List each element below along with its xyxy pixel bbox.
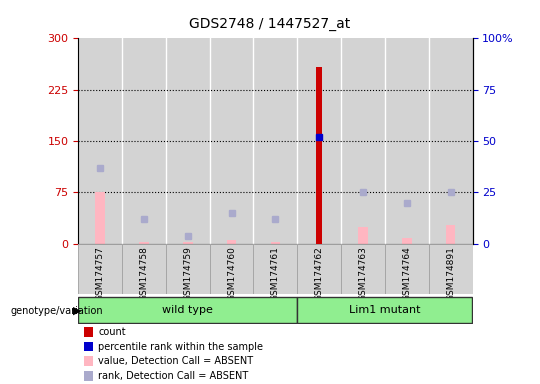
Text: GSM174760: GSM174760 <box>227 247 236 301</box>
Bar <box>358 227 368 244</box>
Bar <box>166 38 210 244</box>
Bar <box>183 242 193 244</box>
Text: wild type: wild type <box>163 305 213 315</box>
Bar <box>253 38 298 244</box>
Bar <box>78 244 122 294</box>
Bar <box>385 38 429 244</box>
Bar <box>78 244 122 294</box>
Bar <box>96 192 105 244</box>
Bar <box>385 244 429 294</box>
Text: GSM174758: GSM174758 <box>139 247 148 301</box>
Bar <box>316 67 322 244</box>
Bar <box>341 38 385 244</box>
Bar <box>446 225 455 244</box>
Text: genotype/variation: genotype/variation <box>11 306 104 316</box>
Bar <box>122 244 166 294</box>
Text: GSM174762: GSM174762 <box>315 247 323 301</box>
Bar <box>429 244 472 294</box>
Text: rank, Detection Call = ABSENT: rank, Detection Call = ABSENT <box>98 371 248 381</box>
Bar <box>253 244 298 294</box>
Bar <box>429 38 472 244</box>
Bar <box>122 38 166 244</box>
Text: count: count <box>98 327 126 337</box>
Bar <box>429 244 472 294</box>
Text: Lim1 mutant: Lim1 mutant <box>349 305 421 315</box>
Bar <box>210 244 253 294</box>
Text: GSM174763: GSM174763 <box>359 247 368 301</box>
Bar <box>166 244 210 294</box>
Text: ▶: ▶ <box>73 306 82 316</box>
Bar <box>341 244 385 294</box>
Text: value, Detection Call = ABSENT: value, Detection Call = ABSENT <box>98 356 253 366</box>
Bar <box>78 38 122 244</box>
Text: percentile rank within the sample: percentile rank within the sample <box>98 342 264 352</box>
Bar <box>210 38 253 244</box>
Bar <box>298 244 341 294</box>
Bar <box>166 244 210 294</box>
Bar <box>385 244 429 294</box>
Text: GSM174759: GSM174759 <box>183 247 192 301</box>
Bar <box>402 238 411 244</box>
Text: GSM174891: GSM174891 <box>446 247 455 301</box>
Bar <box>298 244 341 294</box>
Bar <box>271 242 280 244</box>
Text: GSM174757: GSM174757 <box>96 247 105 301</box>
Bar <box>298 297 472 323</box>
Bar <box>122 244 166 294</box>
Bar <box>139 242 149 244</box>
Bar <box>210 244 253 294</box>
Text: GSM174761: GSM174761 <box>271 247 280 301</box>
Bar <box>298 38 341 244</box>
Text: GDS2748 / 1447527_at: GDS2748 / 1447527_at <box>190 17 350 31</box>
Bar <box>78 297 298 323</box>
Bar <box>253 244 298 294</box>
Text: GSM174764: GSM174764 <box>402 247 411 301</box>
Bar <box>341 244 385 294</box>
Bar <box>227 240 237 244</box>
